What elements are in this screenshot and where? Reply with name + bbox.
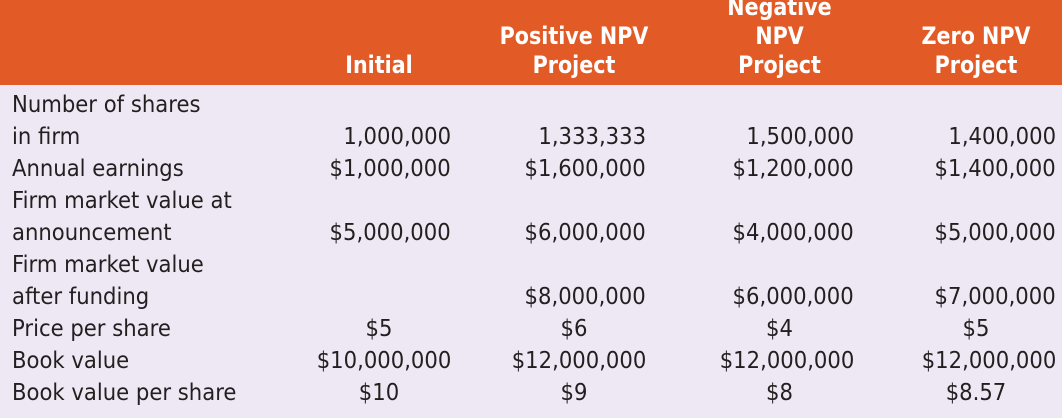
cell-mv-ann-positive: $6,000,000 <box>524 220 646 246</box>
cell-bvps-zero: $8.57 <box>945 380 1007 406</box>
cell-mv-ann-zero: $5,000,000 <box>934 220 1056 246</box>
cell-bv-positive: $12,000,000 <box>511 348 646 374</box>
cell-bvps-initial: $10 <box>358 380 400 406</box>
row-label-earnings: Annual earnings <box>12 156 184 182</box>
cell-bv-negative: $12,000,000 <box>719 348 854 374</box>
cell-shares-negative: 1,500,000 <box>746 124 854 150</box>
cell-earnings-zero: $1,400,000 <box>934 156 1056 182</box>
cell-mv-fund-zero: $7,000,000 <box>934 284 1056 310</box>
row-label-market-value-announcement: Firm market value at announcement <box>12 188 232 246</box>
cell-mv-ann-negative: $4,000,000 <box>732 220 854 246</box>
cell-earnings-negative: $1,200,000 <box>732 156 854 182</box>
header-positive-npv: Positive NPV Project <box>499 22 649 79</box>
header-negative-npv: Negative NPV Project <box>727 0 832 79</box>
cell-shares-positive: 1,333,333 <box>538 124 646 150</box>
header-initial: Initial <box>345 51 413 79</box>
cell-mv-fund-negative: $6,000,000 <box>732 284 854 310</box>
table-header: Initial Positive NPV Project Negative NP… <box>0 0 1062 85</box>
row-label-book-value: Book value <box>12 348 130 374</box>
cell-price-initial: $5 <box>365 316 393 342</box>
row-label-shares: Number of shares in firm <box>12 92 201 150</box>
cell-mv-ann-initial: $5,000,000 <box>329 220 451 246</box>
cell-earnings-positive: $1,600,000 <box>524 156 646 182</box>
row-label-price-per-share: Price per share <box>12 316 171 342</box>
cell-price-positive: $6 <box>560 316 588 342</box>
row-label-market-value-funding: Firm market value after funding <box>12 252 204 310</box>
header-zero-npv: Zero NPV Project <box>921 22 1031 79</box>
cell-earnings-initial: $1,000,000 <box>329 156 451 182</box>
cell-bv-initial: $10,000,000 <box>316 348 451 374</box>
cell-bvps-negative: $8 <box>766 380 793 406</box>
cell-price-negative: $4 <box>766 316 793 342</box>
row-label-bv-per-share: Book value per share <box>12 380 237 406</box>
cell-price-zero: $5 <box>962 316 990 342</box>
cell-mv-fund-positive: $8,000,000 <box>524 284 646 310</box>
cell-shares-initial: 1,000,000 <box>343 124 451 150</box>
cell-shares-zero: 1,400,000 <box>948 124 1056 150</box>
cell-bvps-positive: $9 <box>560 380 588 406</box>
table-body: Number of shares in firm 1,000,000 1,333… <box>0 85 1062 418</box>
cell-bv-zero: $12,000,000 <box>921 348 1056 374</box>
